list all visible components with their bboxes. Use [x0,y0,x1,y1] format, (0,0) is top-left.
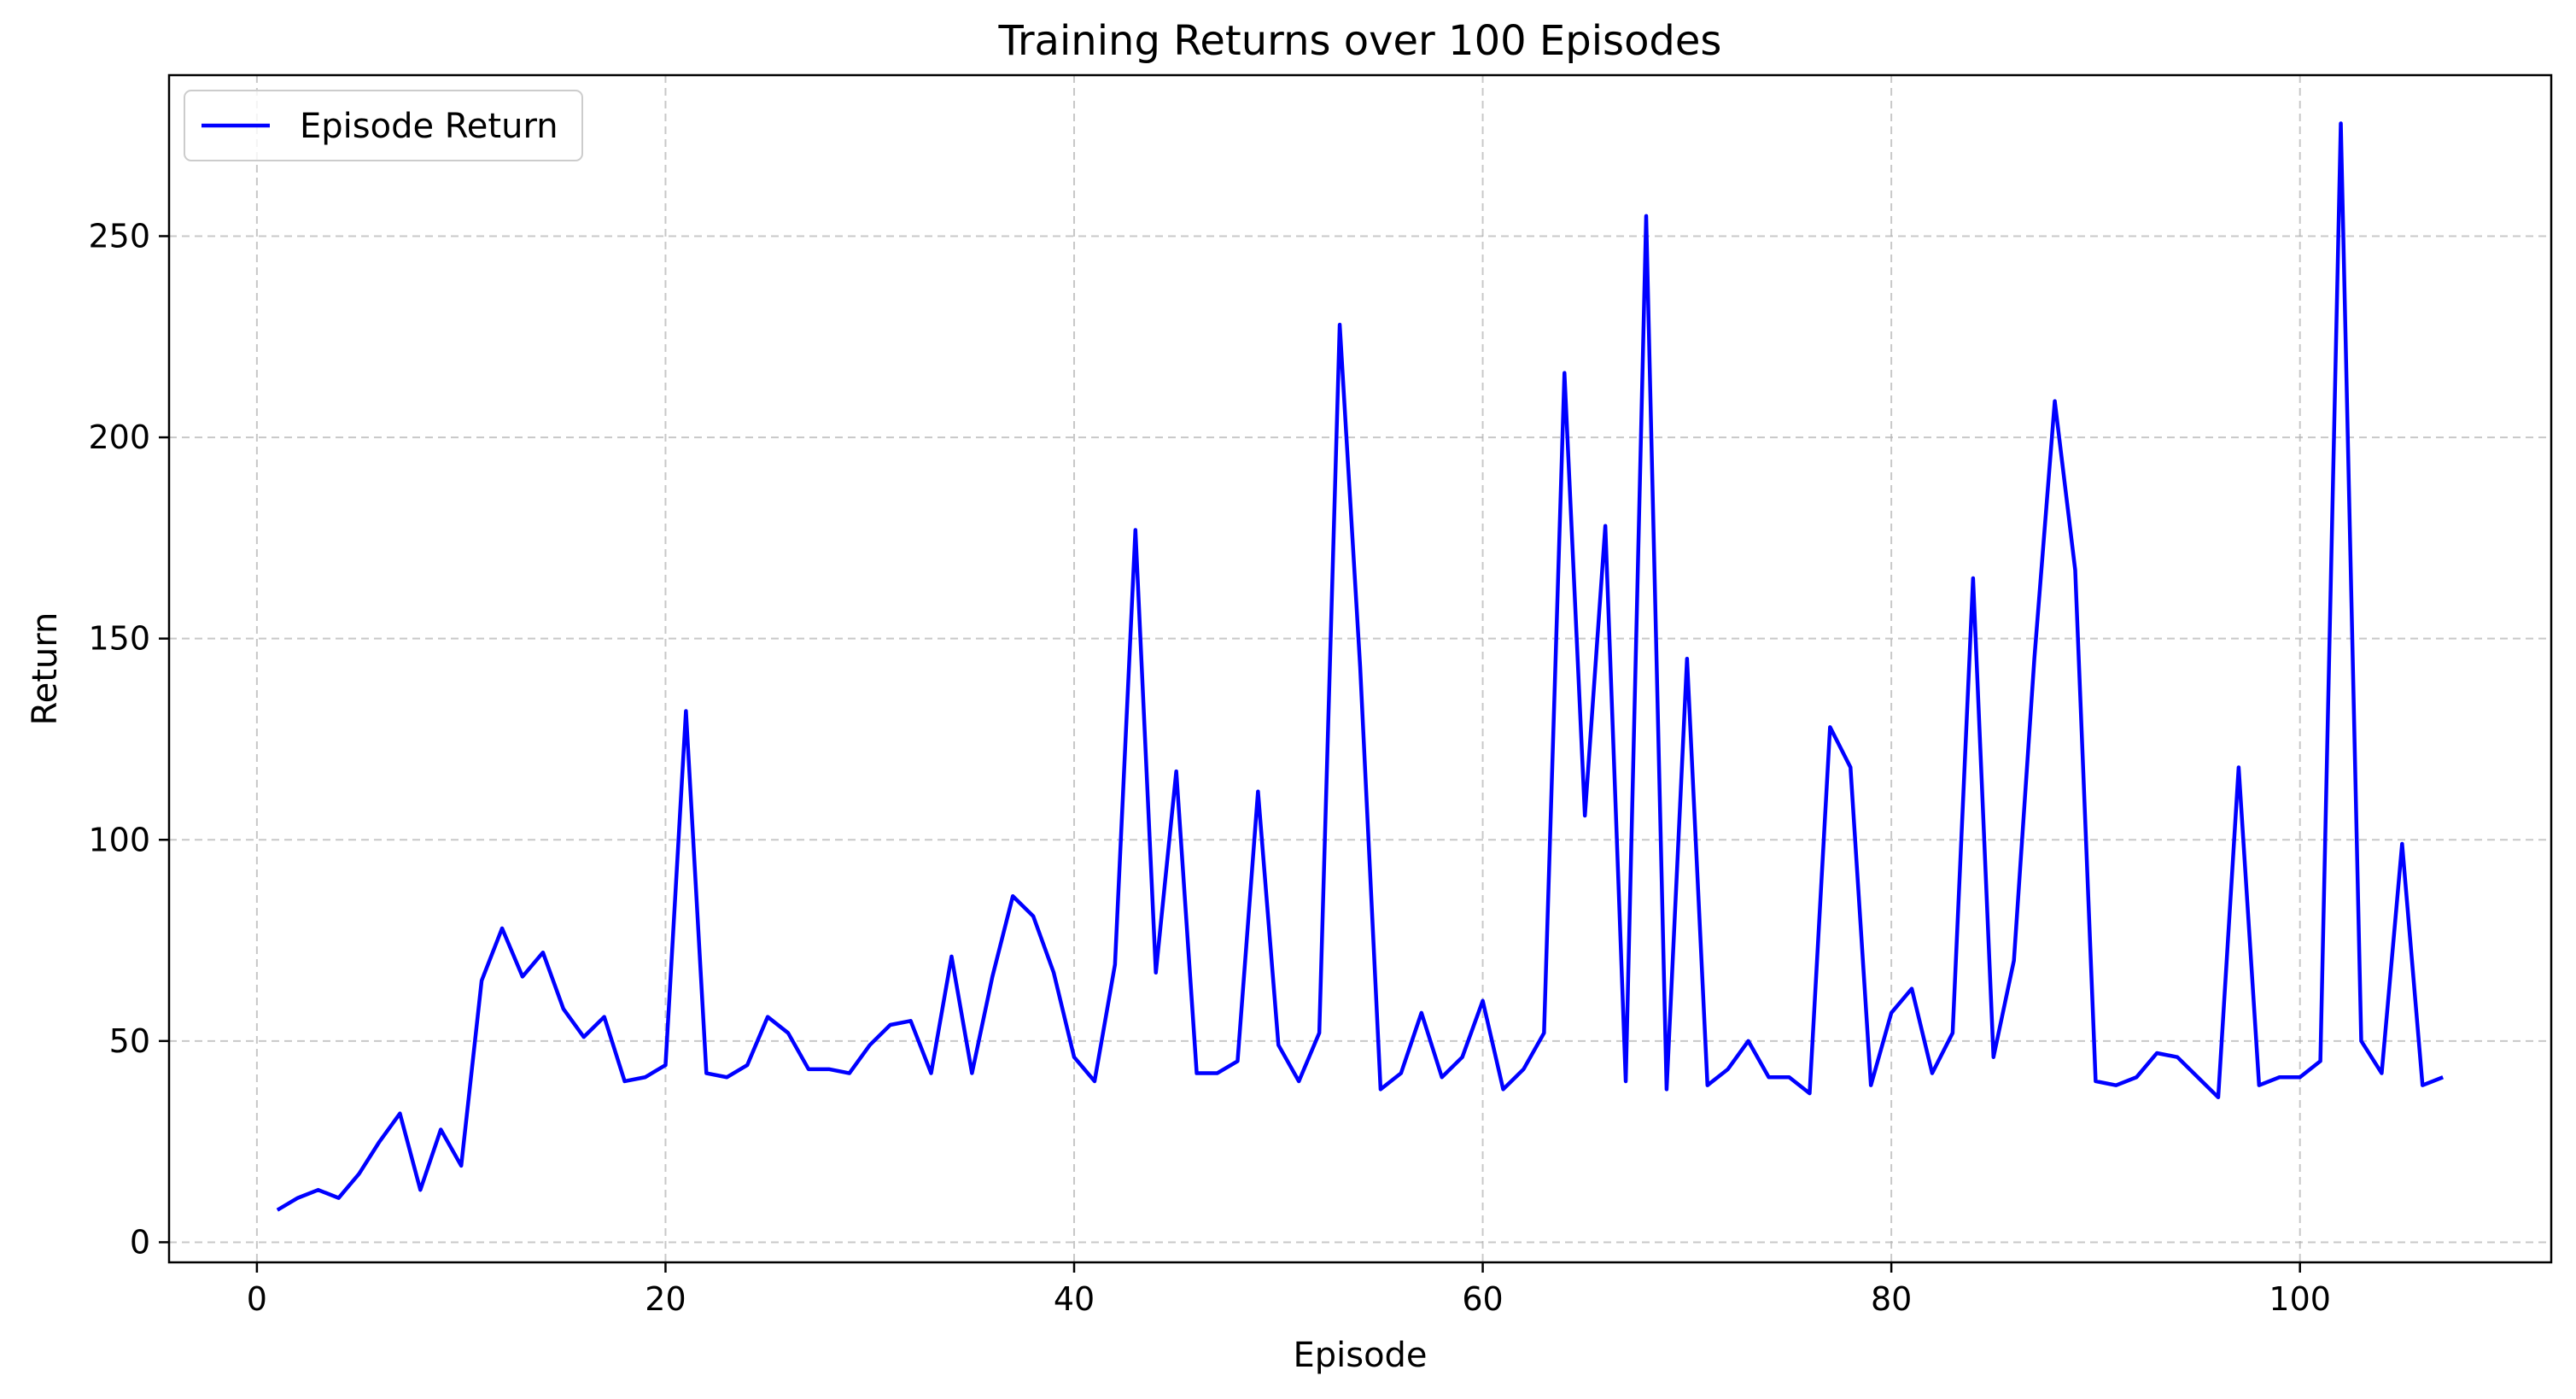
y-tick-label: 150 [88,620,150,658]
x-tick-label: 0 [247,1280,267,1318]
x-tick-label: 40 [1054,1280,1095,1318]
series-layer [276,121,2445,1212]
x-tick-label: 80 [1871,1280,1912,1318]
y-axis-label: Return [26,612,65,726]
x-tick-label: 60 [1462,1280,1503,1318]
chart-title: Training Returns over 100 Episodes [998,17,1722,65]
plot-frame [167,73,2553,1264]
y-tick-label: 100 [88,821,150,858]
x-axis-label: Episode [1293,1336,1427,1375]
y-tick-label: 50 [109,1022,150,1060]
grid [169,75,2551,1262]
x-tick-label: 100 [2269,1280,2331,1318]
legend-box [184,90,583,161]
y-tick-label: 0 [130,1223,150,1261]
legend: Episode Return [184,90,583,161]
x-tick-label: 20 [645,1280,686,1318]
series-line-episode-return [276,121,2445,1212]
y-tick-label: 250 [88,217,150,255]
y-tick-label: 200 [88,419,150,456]
legend-label-episode-return: Episode Return [300,107,558,146]
ticks: 0 20 40 60 80 100 0 50 100 150 200 250 [88,217,2330,1318]
